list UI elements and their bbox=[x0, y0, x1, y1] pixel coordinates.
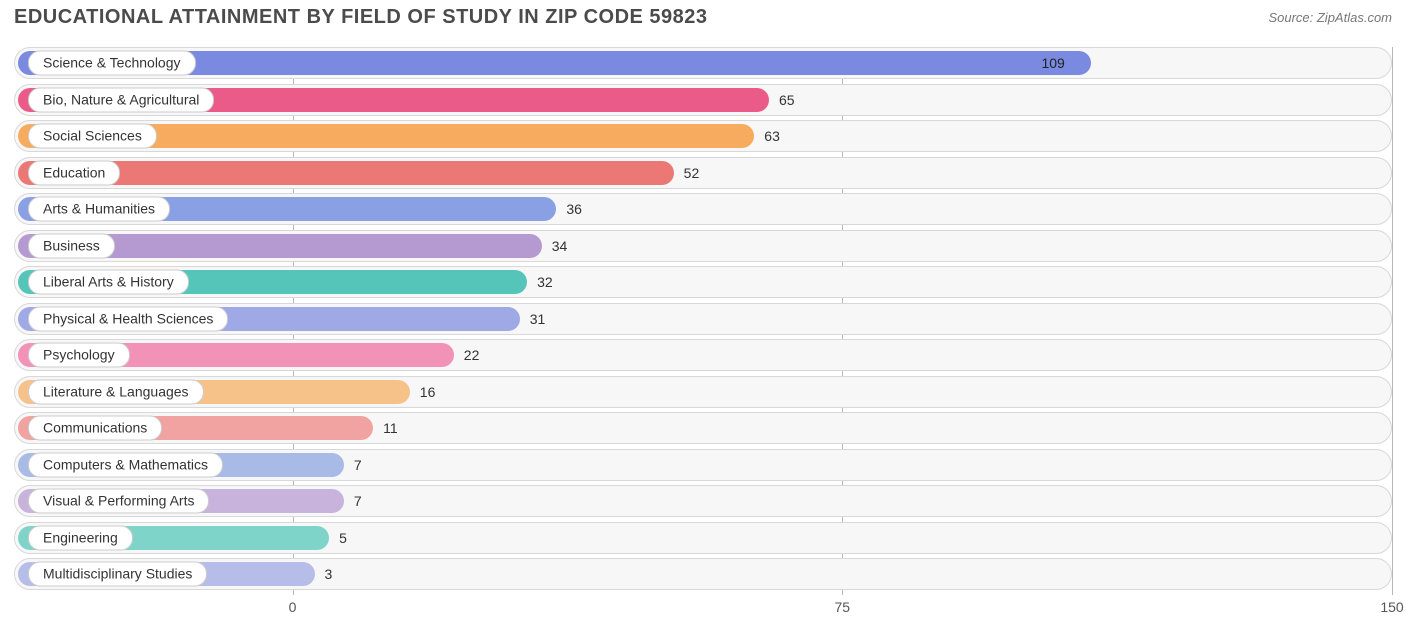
value-label: 11 bbox=[383, 420, 398, 436]
value-label: 36 bbox=[566, 201, 582, 217]
category-pill: Computers & Mathematics bbox=[28, 452, 223, 477]
gridline bbox=[1392, 47, 1393, 595]
bar-row: Arts & Humanities 36 bbox=[14, 193, 1392, 225]
category-pill: Education bbox=[28, 160, 120, 185]
x-tick-label: 150 bbox=[1380, 599, 1403, 615]
category-pill: Business bbox=[28, 233, 115, 258]
bar-row: Physical & Health Sciences 31 bbox=[14, 303, 1392, 335]
x-tick-label: 0 bbox=[289, 599, 297, 615]
chart-source: Source: ZipAtlas.com bbox=[1268, 6, 1392, 25]
value-label: 7 bbox=[354, 457, 362, 473]
value-label: 32 bbox=[537, 274, 553, 290]
bar-row: Communications 11 bbox=[14, 412, 1392, 444]
bar-row: Business 34 bbox=[14, 230, 1392, 262]
bar-row: Social Sciences 63 bbox=[14, 120, 1392, 152]
category-pill: Bio, Nature & Agricultural bbox=[28, 87, 214, 112]
x-tick-label: 75 bbox=[834, 599, 850, 615]
bar-row: Engineering 5 bbox=[14, 522, 1392, 554]
value-label: 109 bbox=[1041, 55, 1064, 71]
bar-row: Multidisciplinary Studies 3 bbox=[14, 558, 1392, 590]
value-label: 22 bbox=[464, 347, 480, 363]
chart-bars: Science & Technology 109 Bio, Nature & Agr… bbox=[14, 47, 1392, 590]
value-label: 5 bbox=[339, 530, 347, 546]
category-pill: Engineering bbox=[28, 525, 133, 550]
bar-row: Science & Technology 109 bbox=[14, 47, 1392, 79]
bar-row: Computers & Mathematics 7 bbox=[14, 449, 1392, 481]
category-pill: Visual & Performing Arts bbox=[28, 489, 209, 514]
bar-row: Visual & Performing Arts 7 bbox=[14, 485, 1392, 517]
category-pill: Arts & Humanities bbox=[28, 197, 170, 222]
chart-header: EDUCATIONAL ATTAINMENT BY FIELD OF STUDY… bbox=[0, 0, 1406, 31]
category-pill: Communications bbox=[28, 416, 162, 441]
category-pill: Science & Technology bbox=[28, 51, 196, 76]
value-label: 31 bbox=[530, 311, 546, 327]
category-pill: Literature & Languages bbox=[28, 379, 204, 404]
chart-area: Science & Technology 109 Bio, Nature & Agr… bbox=[0, 31, 1406, 621]
chart-plot: Science & Technology 109 Bio, Nature & Agr… bbox=[14, 47, 1392, 621]
value-label: 16 bbox=[420, 384, 436, 400]
value-label: 7 bbox=[354, 493, 362, 509]
bar-row: Liberal Arts & History 32 bbox=[14, 266, 1392, 298]
category-pill: Psychology bbox=[28, 343, 130, 368]
x-axis: 075150 bbox=[14, 595, 1392, 621]
value-label: 63 bbox=[764, 128, 780, 144]
bar-row: Education 52 bbox=[14, 157, 1392, 189]
chart-title: EDUCATIONAL ATTAINMENT BY FIELD OF STUDY… bbox=[14, 6, 708, 29]
value-label: 3 bbox=[325, 566, 333, 582]
bar-row: Literature & Languages 16 bbox=[14, 376, 1392, 408]
value-label: 52 bbox=[684, 165, 700, 181]
value-label: 34 bbox=[552, 238, 568, 254]
category-pill: Multidisciplinary Studies bbox=[28, 562, 207, 587]
value-label: 65 bbox=[779, 92, 795, 108]
bar-row: Bio, Nature & Agricultural 65 bbox=[14, 84, 1392, 116]
category-pill: Liberal Arts & History bbox=[28, 270, 189, 295]
bar-row: Psychology 22 bbox=[14, 339, 1392, 371]
category-pill: Physical & Health Sciences bbox=[28, 306, 228, 331]
category-pill: Social Sciences bbox=[28, 124, 157, 149]
